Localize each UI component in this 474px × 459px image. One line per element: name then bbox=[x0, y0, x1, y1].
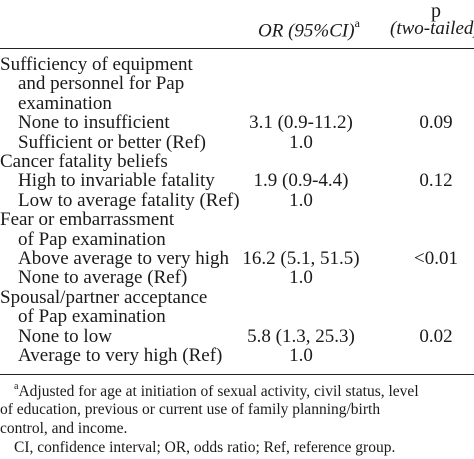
odds-ratio-cell: 3.1 (0.9-11.2) bbox=[249, 112, 353, 134]
row-label: Fear or embarrassment bbox=[0, 209, 175, 231]
footnote-a-line-3: control, and income. bbox=[0, 420, 128, 437]
footnote-a-text-1: Adjusted for age at initiation of sexual… bbox=[18, 383, 419, 401]
row-label: and personnel for Pap bbox=[18, 73, 185, 95]
row-label: Cancer fatality beliefs bbox=[0, 151, 168, 172]
table-row: Spousal/partner acceptance bbox=[0, 287, 474, 309]
odds-ratio-header: OR (95%CI)a bbox=[258, 16, 360, 42]
footer-rule bbox=[0, 374, 474, 375]
footnote-abbreviations: CI, confidence interval; OR, odds ratio;… bbox=[14, 439, 396, 456]
table-row: Sufficiency of equipment bbox=[0, 54, 474, 76]
row-label: of Pap examination bbox=[18, 306, 166, 328]
table-row: None to insufficient 3.1 (0.9-11.2) 0.09 bbox=[0, 112, 474, 134]
p-value-cell: 0.02 bbox=[419, 325, 453, 347]
footnote-a-marker: a bbox=[14, 381, 19, 392]
odds-ratio-cell: 1.0 bbox=[289, 267, 313, 289]
table-row: Average to very high (Ref) 1.0 bbox=[0, 345, 474, 367]
odds-ratio-header-text: OR (95%CI) bbox=[258, 20, 355, 42]
table-row: Sufficient or better (Ref) 1.0 bbox=[0, 132, 474, 154]
row-label: None to insufficient bbox=[18, 112, 170, 134]
row-label: Spousal/partner acceptance bbox=[0, 286, 208, 308]
row-label: Sufficiency of equipment bbox=[0, 54, 193, 75]
p-value-header: p bbox=[431, 0, 441, 22]
footnote-a-line-2: of education, previous or current use of… bbox=[0, 401, 381, 418]
odds-ratio-cell: 1.9 (0.9-4.4) bbox=[253, 170, 349, 192]
odds-ratio-cell: 1.0 bbox=[289, 189, 313, 211]
row-label: Average to very high (Ref) bbox=[18, 345, 223, 366]
row-label: None to average (Ref) bbox=[18, 267, 188, 289]
row-label: of Pap examination bbox=[18, 228, 166, 250]
header-rule bbox=[0, 48, 474, 49]
row-label: High to invariable fatality bbox=[18, 170, 215, 192]
row-label: Above average to very high bbox=[18, 248, 230, 269]
p-value-cell: 0.12 bbox=[419, 170, 453, 192]
table-row: and personnel for Pap bbox=[0, 73, 474, 95]
odds-ratio-cell: 1.0 bbox=[289, 131, 313, 153]
table-row: Above average to very high 16.2 (5.1, 51.… bbox=[0, 248, 474, 270]
odds-ratio-cell: 1.0 bbox=[289, 345, 313, 366]
footnote-marker-a: a bbox=[354, 16, 360, 30]
row-label: Sufficient or better (Ref) bbox=[18, 131, 206, 153]
row-label: examination bbox=[18, 92, 112, 114]
row-label: Low to average fatality (Ref) bbox=[18, 189, 240, 211]
p-value-cell: <0.01 bbox=[414, 248, 458, 269]
table-row: High to invariable fatality 1.9 (0.9-4.4)… bbox=[0, 170, 474, 192]
table-row: of Pap examination bbox=[0, 229, 474, 251]
odds-ratio-cell: 5.8 (1.3, 25.3) bbox=[247, 325, 355, 347]
p-value-subheader: (two-tailed) bbox=[390, 18, 474, 39]
p-value-cell: 0.09 bbox=[419, 112, 453, 134]
row-label: None to low bbox=[18, 325, 112, 347]
table-row: None to average (Ref) 1.0 bbox=[0, 267, 474, 289]
odds-ratio-cell: 16.2 (5.1, 51.5) bbox=[242, 248, 360, 269]
table-row: None to low 5.8 (1.3, 25.3) 0.02 bbox=[0, 326, 474, 348]
table-row: Fear or embarrassment bbox=[0, 209, 474, 231]
table-row: examination bbox=[0, 93, 474, 115]
table-row: Low to average fatality (Ref) 1.0 bbox=[0, 190, 474, 212]
table-row: of Pap examination bbox=[0, 306, 474, 328]
table-row: Cancer fatality beliefs bbox=[0, 151, 474, 173]
footnote-a-line-1: aAdjusted for age at initiation of sexua… bbox=[14, 381, 474, 401]
